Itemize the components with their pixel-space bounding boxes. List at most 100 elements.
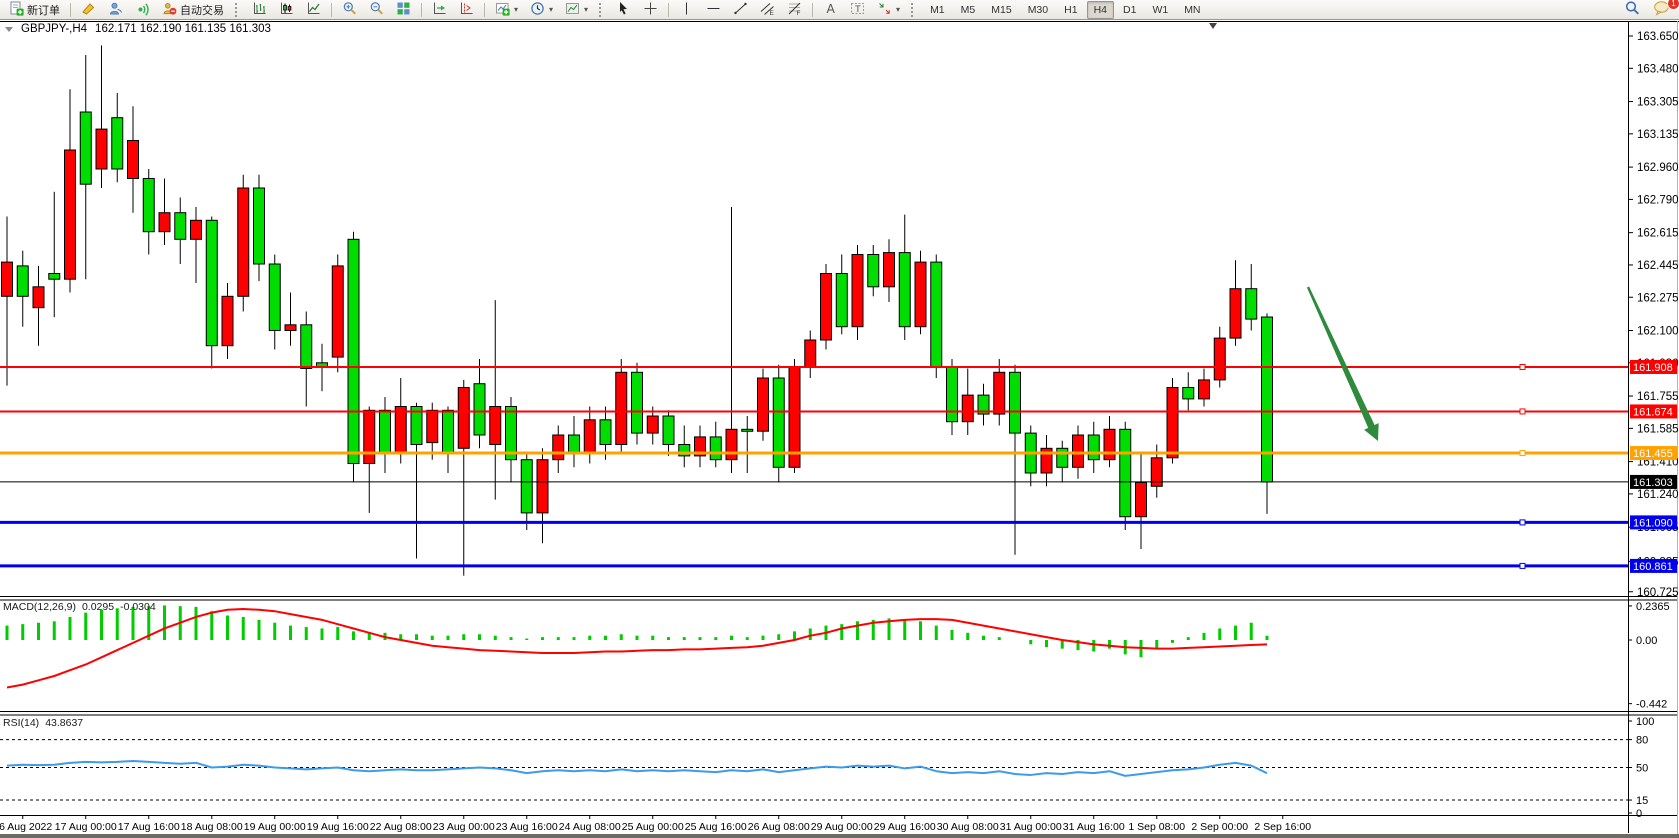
toolbar-separator	[421, 2, 422, 17]
vertical-line-button[interactable]	[674, 0, 699, 19]
chevron-down-icon[interactable]: ▾	[514, 5, 519, 14]
horizontal-line-button[interactable]	[701, 0, 726, 19]
level-line-handle[interactable]	[1519, 363, 1526, 370]
svg-text:163.135: 163.135	[1637, 129, 1679, 141]
timeframe-button-m15[interactable]: M15	[991, 3, 1012, 16]
level-line-handle[interactable]	[1519, 519, 1526, 526]
timeframe-button-mn[interactable]: MN	[1184, 3, 1201, 16]
macd-pane	[5, 605, 1269, 689]
new-order-button-button[interactable]: 新订单	[4, 0, 65, 19]
toolbar-separator	[331, 2, 332, 17]
chat-button[interactable]: 1	[1648, 0, 1679, 19]
toolbar-separator	[70, 2, 71, 17]
toolbar-separator	[484, 2, 485, 17]
line-chart-button[interactable]	[301, 0, 326, 19]
svg-text:100: 100	[1636, 716, 1654, 728]
price-label-161.303: 161.303	[1633, 477, 1673, 489]
highlight-button[interactable]	[76, 0, 101, 19]
zoom-out-icon	[369, 1, 384, 19]
date-label: 16 Aug 2022	[0, 821, 52, 833]
svg-text:0: 0	[1636, 808, 1642, 820]
arrows-icon	[877, 1, 892, 19]
date-label: 2 Sep 16:00	[1254, 821, 1311, 833]
highlight-icon	[81, 1, 96, 19]
new-order-icon	[9, 1, 24, 19]
toolbar-grip[interactable]	[911, 2, 917, 17]
chart-context-marker[interactable]	[5, 26, 13, 32]
svg-text:T: T	[855, 4, 861, 15]
chevron-down-icon[interactable]: ▾	[549, 5, 554, 14]
crosshair-icon	[643, 1, 658, 19]
zoom-out-button[interactable]	[364, 0, 389, 19]
auto-trading-button-button[interactable]: 自动交易	[157, 0, 229, 19]
level-line-handle[interactable]	[1519, 408, 1526, 415]
rsi-value: 43.8637	[45, 717, 84, 729]
periods-button[interactable]: ▾	[525, 0, 558, 19]
auto-trading-icon	[162, 1, 177, 19]
cursor-button[interactable]	[611, 0, 636, 19]
horizontal-level-lines[interactable]	[0, 363, 1628, 569]
crosshair-button[interactable]	[638, 0, 663, 19]
timeframe-button-h1[interactable]: H1	[1064, 3, 1078, 16]
rsi-line	[6, 759, 1268, 777]
toolbar-grip[interactable]	[599, 2, 605, 17]
price-label-161.455: 161.455	[1633, 448, 1673, 460]
auto-scroll-button[interactable]	[427, 0, 452, 19]
timeframe-button-m30[interactable]: M30	[1027, 3, 1049, 16]
svg-text:163.650: 163.650	[1637, 31, 1679, 43]
timeframe-button-m5[interactable]: M5	[960, 3, 976, 16]
notification-badge: 1	[1667, 0, 1679, 10]
macd-main-value: 0.0295	[81, 601, 115, 613]
profile-button[interactable]	[103, 0, 128, 19]
date-label: 19 Aug 16:00	[307, 821, 369, 833]
text-label-icon: T	[850, 1, 865, 19]
templates-button[interactable]: ▾	[560, 0, 593, 19]
fibonacci-button[interactable]: F	[782, 0, 807, 19]
equidistant-channel-icon: E	[760, 1, 775, 19]
bar-chart-button[interactable]	[247, 0, 272, 19]
equidistant-channel-button[interactable]: E	[755, 0, 780, 19]
date-label: 17 Aug 16:00	[118, 821, 180, 833]
svg-text:0.2365: 0.2365	[1636, 601, 1670, 613]
toolbar-grip[interactable]	[235, 2, 241, 17]
search-icon	[1624, 0, 1641, 19]
timeframe-button-d1[interactable]: D1	[1123, 3, 1137, 16]
price-axis[interactable]: 163.650 163.480 163.305 163.135 162.960 162.7…	[1628, 31, 1679, 820]
level-line-handle[interactable]	[1519, 450, 1526, 457]
chart-title: GBPJPY-,H4 162.171 162.190 161.135 161.3…	[5, 23, 271, 35]
trend-arrow-annotation[interactable]	[1306, 286, 1379, 441]
symbol-title: GBPJPY-,H4	[21, 23, 88, 35]
chart-shift-button[interactable]	[454, 0, 479, 19]
candlestick-chart-button[interactable]	[274, 0, 299, 19]
indicators-button[interactable]: ▾	[490, 0, 523, 19]
timeframe-button-m1[interactable]: M1	[930, 3, 945, 16]
svg-text:162.615: 162.615	[1637, 228, 1679, 240]
svg-text:160.725: 160.725	[1637, 587, 1679, 599]
search-button[interactable]	[1619, 0, 1646, 19]
zoom-in-button[interactable]	[337, 0, 362, 19]
timeframe-button-h4[interactable]: H4	[1086, 0, 1114, 19]
macd-indicator-label: MACD(12,26,9) 0.0295 -0.0304	[3, 601, 156, 613]
date-label: 31 Aug 16:00	[1063, 821, 1125, 833]
chevron-down-icon[interactable]: ▾	[584, 5, 589, 14]
text-label-button[interactable]: T	[845, 0, 870, 19]
arrows-button[interactable]: ▾	[872, 0, 905, 19]
text-button[interactable]: A	[818, 0, 843, 19]
chevron-down-icon[interactable]: ▾	[896, 5, 901, 14]
vertical-line-icon	[679, 1, 694, 19]
rsi-indicator-label: RSI(14) 43.8637	[3, 717, 83, 729]
line-chart-icon	[306, 1, 321, 19]
horizontal-line-icon	[706, 1, 721, 19]
broadcast-icon	[135, 1, 150, 19]
broadcast-button[interactable]	[130, 0, 155, 19]
date-label: 29 Aug 00:00	[811, 821, 873, 833]
level-line-handle[interactable]	[1519, 562, 1526, 569]
tile-windows-button[interactable]	[391, 0, 416, 19]
trendline-button[interactable]	[728, 0, 753, 19]
svg-text:162.445: 162.445	[1637, 260, 1679, 272]
timeframe-button-w1[interactable]: W1	[1152, 3, 1169, 16]
cursor-icon	[616, 1, 631, 19]
chart-shift-marker[interactable]	[1209, 23, 1217, 29]
